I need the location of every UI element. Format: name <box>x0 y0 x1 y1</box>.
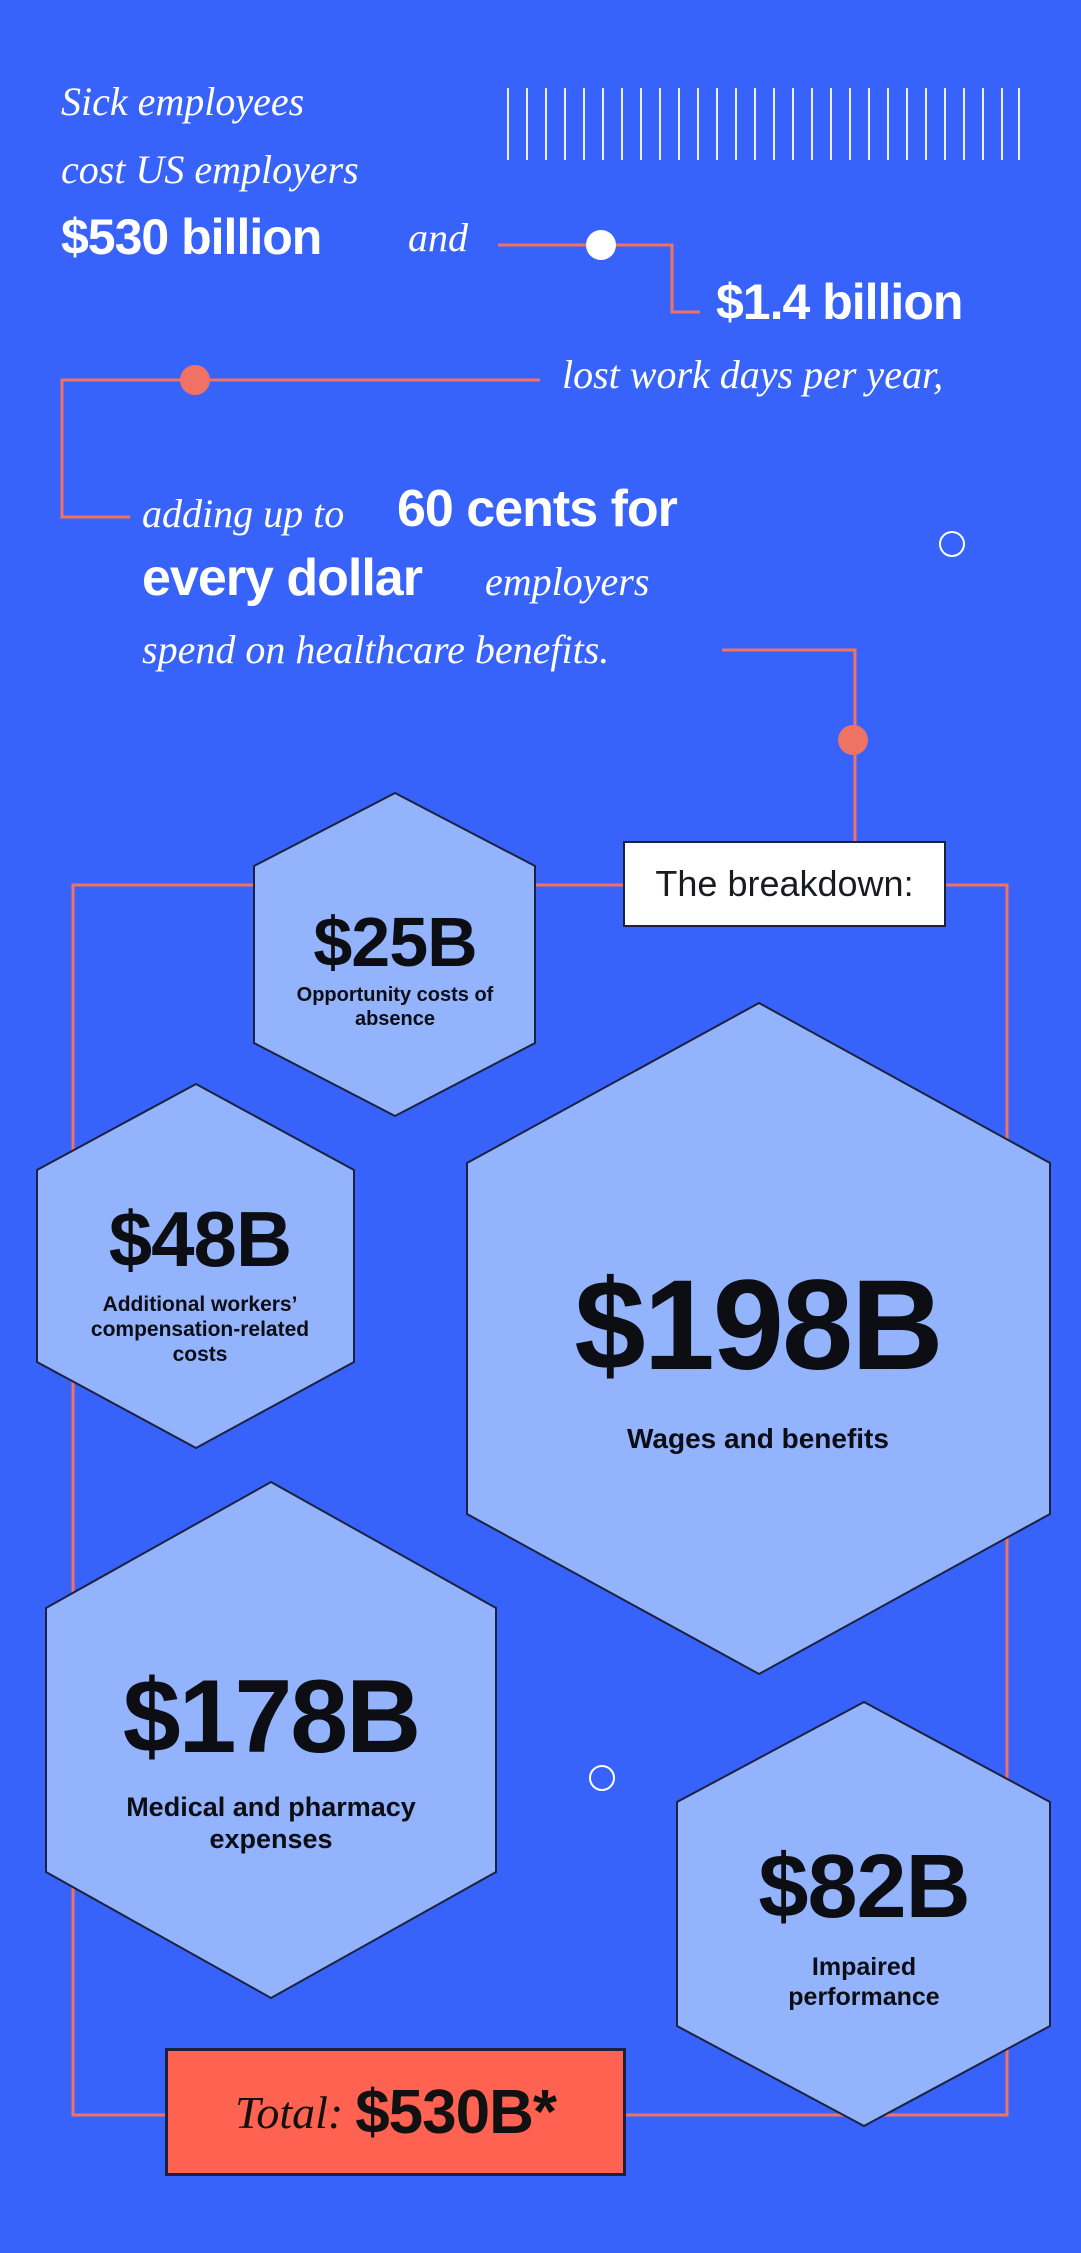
item-48b-value: $48B <box>108 1195 292 1283</box>
coral-dot-left <box>180 365 210 395</box>
item-82b-value: $82B <box>758 1837 970 1937</box>
amount-1-4-billion: $1.4 billion <box>716 274 963 330</box>
intro-line-7: spend on healthcare benefits. <box>142 627 610 672</box>
connector-line-1 <box>498 243 700 314</box>
breakdown-label: The breakdown: <box>655 863 914 904</box>
white-dot <box>586 230 616 260</box>
item-25b-value: $25B <box>313 903 477 981</box>
item-82b-label: Impaired performance <box>788 1953 940 2011</box>
highlight-every-dollar: every dollar <box>142 549 423 607</box>
hex-198b <box>466 1001 1051 1676</box>
item-48b-label: Additional workers’ compensation-related… <box>90 1293 310 1367</box>
item-178b-value: $178B <box>122 1659 421 1775</box>
hollow-ring-1 <box>939 531 965 557</box>
intro-line-4: lost work days per year, <box>562 352 944 397</box>
coral-dot-right <box>838 725 868 755</box>
connector-line-3 <box>722 648 857 842</box>
hex-178b <box>45 1480 497 2000</box>
highlight-60-cents: 60 cents for <box>397 480 678 538</box>
item-198b: $198B Wages and benefits <box>480 1262 1036 1456</box>
item-25b-label: Opportunity costs of absence <box>296 984 494 1030</box>
intro-line-2: cost US employers <box>61 147 359 192</box>
item-178b: $178B Medical and pharmacy expenses <box>60 1665 482 1856</box>
hex-25b <box>253 791 536 1118</box>
item-198b-label: Wages and benefits <box>627 1423 889 1454</box>
breakdown-label-box: The breakdown: <box>623 841 946 927</box>
hex-48b <box>36 1082 355 1450</box>
item-198b-value: $198B <box>574 1254 943 1397</box>
intro-line-1: Sick employees <box>61 79 305 124</box>
total-box: Total: $530B* <box>165 2048 626 2176</box>
intro-employers: employers <box>485 559 650 604</box>
intro-adding: adding up to <box>142 491 345 536</box>
item-48b: $48B Additional workers’ compensation-re… <box>60 1200 340 1368</box>
connector-line-2 <box>60 378 540 519</box>
amount-530-billion: $530 billion <box>61 209 322 265</box>
hex-82b <box>676 1700 1051 2128</box>
vertical-tick-lines <box>507 88 1020 160</box>
hollow-ring-2 <box>589 1765 615 1791</box>
item-82b: $82B Impaired performance <box>690 1842 1038 2012</box>
intro-and: and <box>408 215 468 260</box>
item-25b: $25B Opportunity costs of absence <box>264 907 526 1031</box>
total-label: Total: <box>234 2086 344 2138</box>
item-178b-label: Medical and pharmacy expenses <box>126 1792 416 1855</box>
total-value: $530B* <box>355 2077 557 2147</box>
